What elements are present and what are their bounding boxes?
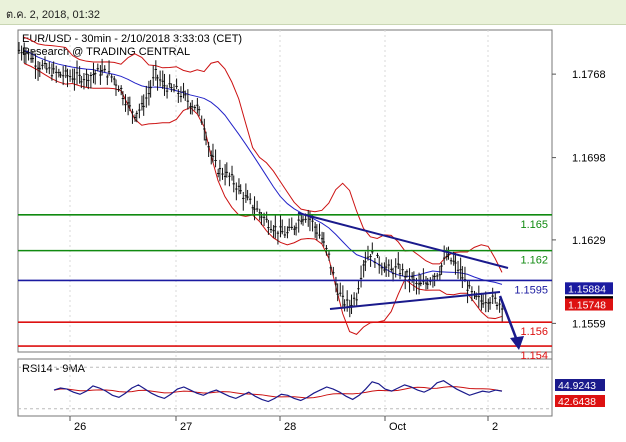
price-bars: [17, 41, 504, 322]
lower-trendline: [329, 291, 501, 310]
price-tag-label: 1.15884: [568, 283, 606, 295]
level-label: 1.162: [520, 255, 548, 267]
level-label: 1.154: [520, 350, 548, 362]
chart-subtitle: Research @ TRADING CENTRAL: [22, 46, 190, 58]
rsi-label: RSI14 - 9MA: [22, 363, 86, 375]
price-axis: 1.1768 1.1698 1.1629 1.1559: [552, 69, 606, 330]
x-tick-label: 2: [492, 421, 498, 433]
y-tick-label: 1.1768: [572, 69, 606, 81]
upper-trendline: [297, 212, 509, 269]
top-status-bar: ต.ค. 2, 2018, 01:32: [0, 0, 626, 25]
price-tag: [565, 282, 613, 295]
y-tick-label: 1.1559: [572, 318, 606, 330]
rsi-value-label: 44.9243: [558, 380, 596, 392]
x-tick-label: 26: [74, 421, 86, 433]
level-label: 1.1595: [514, 284, 548, 296]
x-tick-label: 27: [180, 421, 192, 433]
rsi-line: [53, 380, 503, 403]
rsi-value-tag: [555, 379, 605, 391]
price-tag: [565, 298, 613, 311]
triangle-trendlines: [297, 212, 524, 350]
chart-title: EUR/USD - 30min - 2/10/2018 3:33:03 (CET…: [22, 33, 242, 45]
forecast-arrow-head: [510, 336, 524, 350]
lower-band: [23, 62, 503, 335]
x-tick-label: 28: [284, 421, 296, 433]
bollinger-bands: [23, 36, 503, 335]
price-panel-frame: [17, 29, 553, 353]
rsi-indicator: 44.9243 42.6438: [18, 366, 605, 410]
rsi-value-tag: [555, 395, 605, 407]
rsi-value-label: 42.6438: [558, 396, 596, 408]
support-resistance-levels: 1.165 1.162 1.1595 1.156 1.154: [18, 214, 552, 362]
y-tick-label: 1.1698: [572, 153, 606, 165]
level-label: 1.156: [520, 326, 548, 338]
price-tag-label: 1.15748: [568, 300, 606, 312]
time-axis: 26 27 28 Oct 2: [69, 416, 498, 433]
y-tick-label: 1.1629: [572, 235, 606, 247]
level-label: 1.165: [520, 219, 548, 231]
upper-band: [23, 36, 503, 273]
forecast-arrow-shaft: [498, 295, 518, 339]
x-tick-label: Oct: [389, 421, 406, 433]
moving-average: [23, 49, 503, 285]
grid-lines: [69, 30, 489, 416]
ma-line: [23, 49, 503, 285]
timestamp-text: ต.ค. 2, 2018, 01:32: [6, 9, 101, 21]
